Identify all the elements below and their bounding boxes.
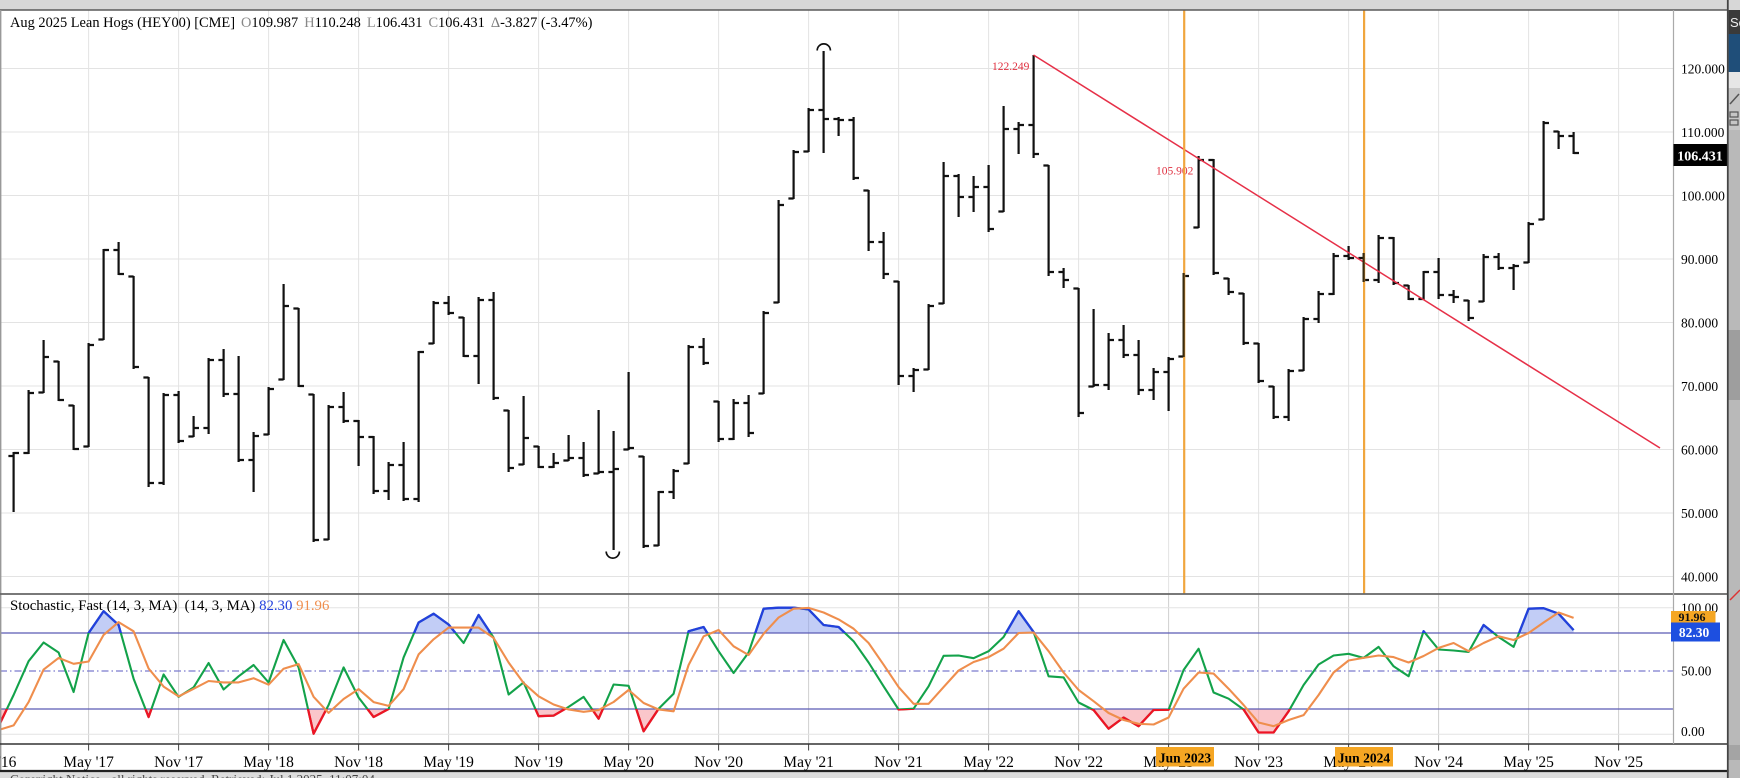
svg-text:70.000: 70.000 (1681, 379, 1718, 394)
svg-text:40.000: 40.000 (1681, 569, 1718, 584)
svg-text:Jun 2024: Jun 2024 (1338, 751, 1390, 766)
svg-text:Nov '20: Nov '20 (694, 754, 743, 771)
svg-text:May '18: May '18 (243, 754, 294, 771)
svg-text:May '21: May '21 (783, 754, 834, 771)
svg-text:Jun 2023: Jun 2023 (1159, 751, 1211, 766)
svg-text:100.000: 100.000 (1681, 188, 1725, 203)
svg-text:Nov '25: Nov '25 (1594, 754, 1643, 771)
svg-text:Nov '24: Nov '24 (1414, 754, 1463, 771)
svg-text:105.902: 105.902 (1156, 166, 1194, 178)
svg-text:Stochastic, Fast (14, 3, MA): Stochastic, Fast (14, 3, MA) (14, 3, MA)… (10, 598, 329, 614)
svg-text:Aug 2025 Lean Hogs (HEY00) [CM: Aug 2025 Lean Hogs (HEY00) [CME] O109.987… (10, 15, 593, 31)
svg-text:Nov '18: Nov '18 (334, 754, 383, 771)
svg-text:50.00: 50.00 (1681, 664, 1712, 679)
svg-text:0.00: 0.00 (1681, 724, 1705, 739)
svg-text:May '19: May '19 (423, 754, 474, 771)
svg-text:91.96: 91.96 (1679, 610, 1706, 624)
svg-text:122.249: 122.249 (992, 61, 1030, 73)
svg-text:Nov '19: Nov '19 (514, 754, 563, 771)
svg-text:Nov '23: Nov '23 (1234, 754, 1283, 771)
svg-text:80.000: 80.000 (1681, 315, 1718, 330)
svg-text:Nov '17: Nov '17 (154, 754, 203, 771)
svg-text:50.000: 50.000 (1681, 506, 1718, 521)
svg-text:90.000: 90.000 (1681, 252, 1718, 267)
svg-text:So: So (1730, 15, 1740, 30)
svg-text:Nov '22: Nov '22 (1054, 754, 1103, 771)
svg-text:Nov '21: Nov '21 (874, 754, 923, 771)
svg-text:82.30: 82.30 (1679, 625, 1710, 640)
svg-text:106.431: 106.431 (1677, 150, 1723, 165)
svg-text:May '25: May '25 (1503, 754, 1554, 771)
svg-text:May '20: May '20 (603, 754, 654, 771)
svg-text:May '17: May '17 (63, 754, 114, 771)
svg-text:May '22: May '22 (963, 754, 1014, 771)
svg-text:Nov '16: Nov '16 (0, 754, 17, 771)
svg-text:110.000: 110.000 (1681, 125, 1725, 140)
svg-text:Copyright Notice - all rights: Copyright Notice - all rights reserved. … (10, 772, 375, 778)
svg-text:120.000: 120.000 (1681, 61, 1725, 76)
svg-text:60.000: 60.000 (1681, 442, 1718, 457)
